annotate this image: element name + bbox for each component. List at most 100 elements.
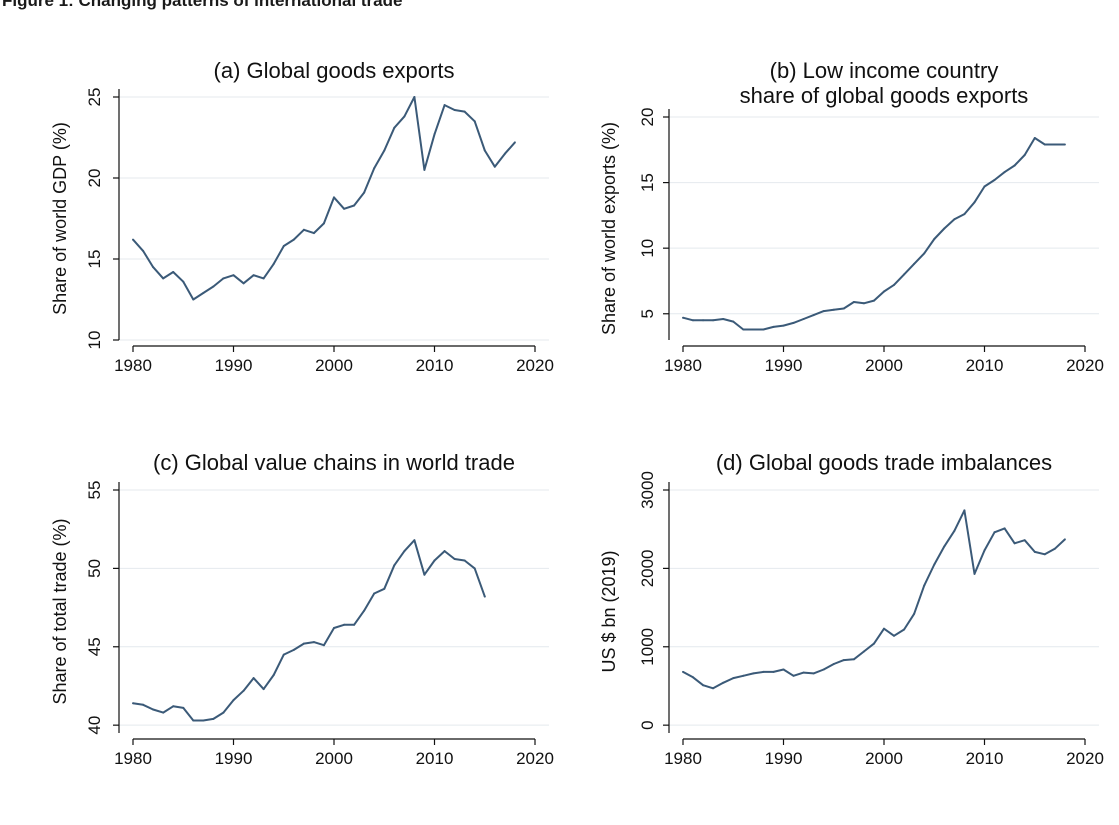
data-point <box>792 321 795 324</box>
data-point <box>192 719 195 722</box>
data-point <box>1033 137 1036 139</box>
data-point <box>852 658 855 661</box>
data-point <box>812 672 815 675</box>
data-point <box>732 677 735 680</box>
data-point <box>242 282 245 285</box>
y-tick-label: 0 <box>638 720 657 729</box>
data-point <box>473 120 476 123</box>
x-tick-label: 2010 <box>966 749 1004 768</box>
x-tick-label: 2020 <box>516 749 554 768</box>
data-point <box>873 299 875 302</box>
data-point <box>1053 547 1056 550</box>
data-point <box>443 550 446 553</box>
data-point <box>933 238 936 240</box>
x-tick-label: 1990 <box>765 749 803 768</box>
data-point <box>772 325 775 328</box>
data-point <box>692 676 694 679</box>
y-tick-label: 2000 <box>638 549 657 587</box>
data-point <box>822 310 825 313</box>
data-point <box>312 232 315 235</box>
data-point <box>152 708 155 711</box>
data-point <box>802 318 805 320</box>
data-point <box>682 316 684 319</box>
data-point <box>832 663 835 665</box>
data-point <box>483 595 486 598</box>
y-axis-title: Share of world exports (%) <box>599 122 619 335</box>
data-point <box>762 670 765 673</box>
data-point <box>1053 143 1056 146</box>
data-point <box>262 277 265 280</box>
chart-panel-4: 0 1000 2000 3000 1980 1990 2000 2010 2020 US $ bn… <box>599 450 1104 768</box>
data-point <box>1063 143 1066 146</box>
data-point <box>503 152 506 155</box>
data-point <box>373 167 376 170</box>
data-point <box>983 549 986 552</box>
data-point <box>842 307 845 310</box>
data-point <box>973 572 976 575</box>
x-tick-label: 2000 <box>865 356 903 375</box>
data-point <box>212 285 215 288</box>
data-point <box>963 509 966 512</box>
y-tick-label: 10 <box>85 331 104 350</box>
series-line <box>682 509 1066 690</box>
data-point <box>732 320 735 323</box>
y-tick-label: 20 <box>85 169 104 188</box>
data-point <box>913 262 916 265</box>
data-point <box>453 109 456 111</box>
data-point <box>302 228 305 231</box>
data-point <box>1023 154 1026 156</box>
data-point <box>812 314 815 317</box>
data-point <box>1063 538 1066 541</box>
data-point <box>152 266 155 269</box>
panel-title: (b) Low income country <box>770 58 999 83</box>
data-point <box>762 328 765 331</box>
y-tick-label: 1000 <box>638 628 657 666</box>
data-point <box>832 308 835 311</box>
y-tick-label: 3000 <box>638 471 657 509</box>
data-point <box>232 274 235 277</box>
data-point <box>413 96 416 98</box>
x-tick-label: 2000 <box>315 749 353 768</box>
data-point <box>883 290 885 293</box>
data-point <box>862 650 865 653</box>
x-tick-label: 2000 <box>865 749 903 768</box>
x-tick-label: 1990 <box>215 356 253 375</box>
data-point <box>443 104 446 107</box>
x-tick-label: 2010 <box>966 356 1004 375</box>
chart-panel-2: 5 10 15 20 1980 1990 2000 2010 2020 Share of worl… <box>599 58 1104 375</box>
x-tick-label: 2010 <box>416 749 454 768</box>
data-point <box>822 668 825 671</box>
data-point <box>463 559 466 562</box>
data-point <box>242 689 245 692</box>
data-point <box>953 218 956 221</box>
data-point <box>142 249 145 252</box>
data-point <box>1043 553 1046 556</box>
data-point <box>893 634 895 637</box>
data-point <box>132 702 134 705</box>
data-point <box>903 628 906 631</box>
data-point <box>333 627 335 629</box>
data-point <box>782 668 785 671</box>
data-point <box>433 133 436 136</box>
data-point <box>852 301 855 303</box>
y-axis-title: US $ bn (2019) <box>599 550 619 672</box>
data-point <box>463 110 466 113</box>
y-tick-label: 15 <box>638 173 657 192</box>
data-point <box>373 592 376 595</box>
panel-title: (c) Global value chains in world trade <box>153 450 515 475</box>
y-tick-label: 55 <box>85 481 104 500</box>
data-point <box>483 149 486 152</box>
figure-title: Figure 1: Changing patterns of internati… <box>2 0 403 10</box>
data-point <box>1033 550 1036 553</box>
data-point <box>1013 542 1016 545</box>
panel-title: (a) Global goods exports <box>214 58 455 83</box>
data-point <box>993 179 996 181</box>
y-tick-label: 20 <box>638 108 657 127</box>
x-tick-label: 1980 <box>114 749 152 768</box>
x-tick-label: 1990 <box>215 749 253 768</box>
x-tick-label: 1980 <box>664 356 702 375</box>
data-point <box>873 642 875 645</box>
data-point <box>302 642 305 645</box>
data-point <box>802 671 805 674</box>
